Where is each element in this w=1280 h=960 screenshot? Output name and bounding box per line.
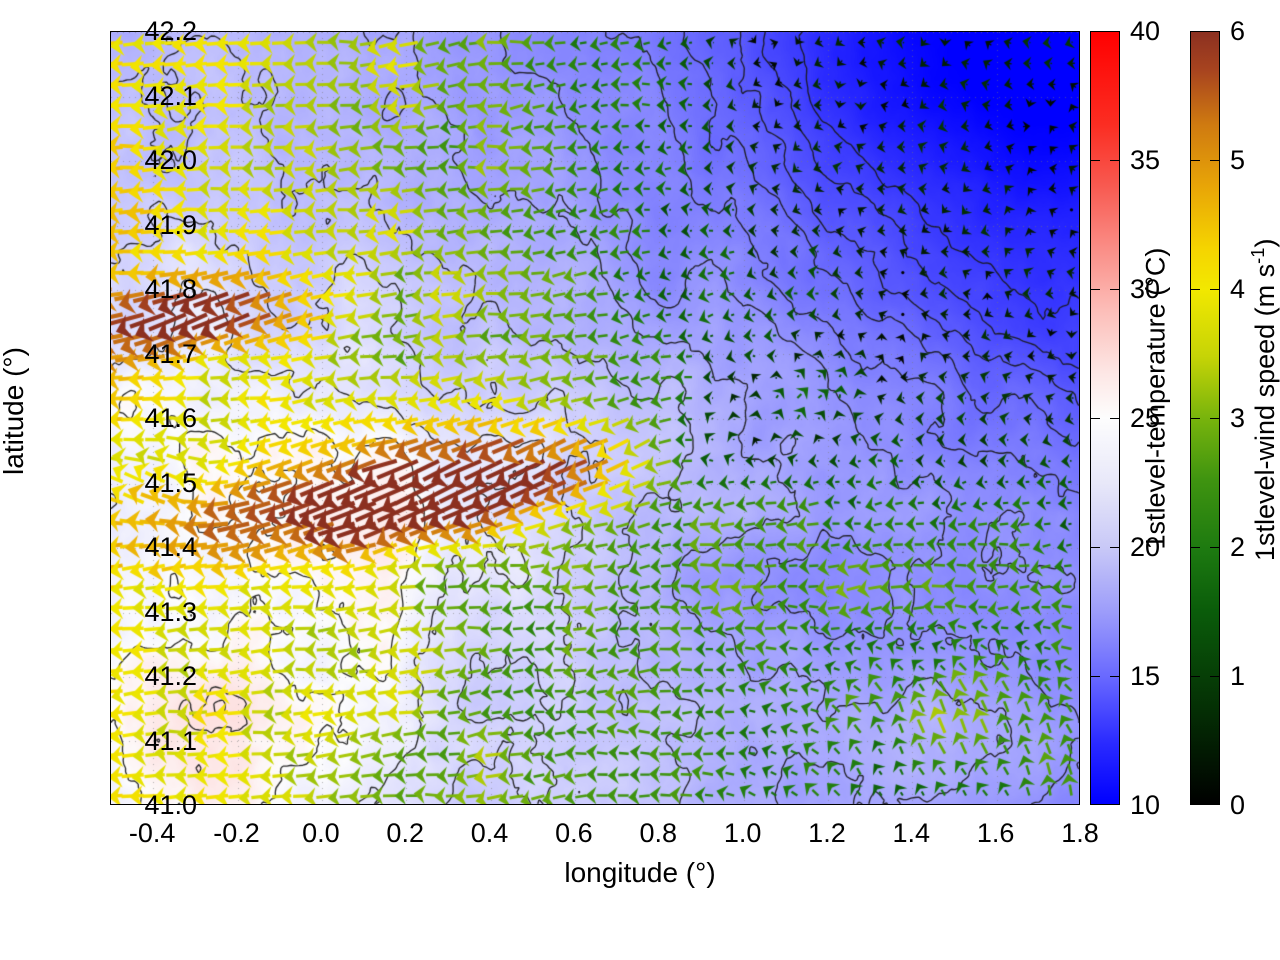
y-tick-label: 41.6 (144, 403, 197, 433)
wind-vector-field (111, 32, 1079, 804)
y-tick-label: 41.8 (144, 274, 197, 304)
colorbar-tick-label: 20 (1130, 532, 1161, 562)
x-tick-label: 1.2 (808, 818, 846, 848)
colorbar-tick-mark (1210, 289, 1220, 290)
colorbar-tick-label: 1 (1230, 661, 1246, 691)
temperature-colorbar-title: 1stlevel-temperature (°C) (1140, 247, 1171, 550)
colorbar-tick-mark (1090, 676, 1100, 677)
colorbar-tick-mark (1210, 418, 1220, 419)
x-tick-label: -0.4 (128, 818, 176, 848)
colorbar-tick-label: 35 (1130, 145, 1161, 175)
colorbar-tick-mark (1190, 289, 1200, 290)
y-axis-title: latitude (°) (0, 347, 29, 475)
colorbar-tick-mark (1190, 418, 1200, 419)
colorbar-tick-label: 0 (1230, 790, 1246, 820)
x-tick-label: 0.6 (555, 818, 593, 848)
x-tick-label: 1.6 (976, 818, 1015, 848)
y-tick-label: 42.1 (144, 80, 197, 111)
y-tick-label: 41.0 (144, 790, 197, 820)
plot-area (110, 31, 1080, 805)
colorbar-tick-mark (1090, 418, 1100, 419)
y-tick-label: 42.0 (144, 145, 197, 175)
colorbar-tick-label: 5 (1230, 145, 1246, 175)
colorbar-tick-mark (1090, 547, 1100, 548)
y-tick-label: 41.3 (144, 596, 197, 627)
wind-speed-colorbar-title: 1stlevel-wind speed (m s-1) (1247, 239, 1280, 561)
colorbar-tick-mark (1190, 676, 1200, 677)
colorbar-tick-mark (1090, 160, 1100, 161)
y-tick-label: 41.7 (144, 338, 197, 369)
colorbar-tick-mark (1090, 289, 1100, 290)
colorbar-tick-mark (1210, 160, 1220, 161)
colorbar-tick-label: 2 (1230, 532, 1246, 562)
x-tick-label: -0.2 (213, 818, 260, 848)
x-tick-label: 0.0 (302, 818, 340, 848)
colorbar-tick-mark (1210, 676, 1220, 677)
y-tick-label: 41.4 (144, 532, 197, 562)
x-tick-label: 0.2 (386, 818, 424, 848)
x-tick-label: 1.8 (1061, 818, 1099, 848)
colorbar-tick-mark (1110, 289, 1120, 290)
wind-colorbar-title-end: ) (1250, 238, 1280, 248)
colorbar-tick-mark (1110, 160, 1120, 161)
colorbar-tick-mark (1110, 676, 1120, 677)
y-tick-label: 41.5 (144, 467, 197, 498)
y-tick-label: 41.1 (144, 725, 197, 756)
y-tick-label: 42.2 (144, 16, 197, 46)
x-tick-label: 1.0 (723, 818, 762, 848)
wind-colorbar-title-exponent: -1 (1247, 247, 1268, 264)
colorbar-tick-mark (1110, 418, 1120, 419)
colorbar-tick-label: 6 (1230, 16, 1246, 46)
y-tick-label: 41.9 (144, 209, 197, 240)
y-tick-label: 41.2 (144, 661, 197, 691)
colorbar-tick-label: 40 (1130, 16, 1161, 46)
wind-colorbar-title-main: 1stlevel-wind speed (m s (1250, 263, 1280, 561)
colorbar-tick-label: 3 (1230, 403, 1246, 433)
colorbar-tick-mark (1110, 547, 1120, 548)
colorbar-tick-mark (1210, 547, 1220, 548)
x-tick-label: 0.4 (470, 818, 509, 848)
colorbar-tick-mark (1190, 547, 1200, 548)
colorbar-tick-label: 10 (1130, 790, 1161, 820)
x-tick-label: 1.4 (892, 818, 931, 848)
colorbar-tick-label: 30 (1130, 274, 1161, 304)
colorbar-tick-mark (1190, 160, 1200, 161)
colorbar-tick-label: 25 (1130, 403, 1161, 433)
x-tick-label: 0.8 (639, 818, 678, 848)
colorbar-tick-label: 4 (1230, 274, 1246, 304)
colorbar-tick-label: 15 (1130, 661, 1161, 691)
x-axis-title: longitude (°) (564, 857, 716, 888)
